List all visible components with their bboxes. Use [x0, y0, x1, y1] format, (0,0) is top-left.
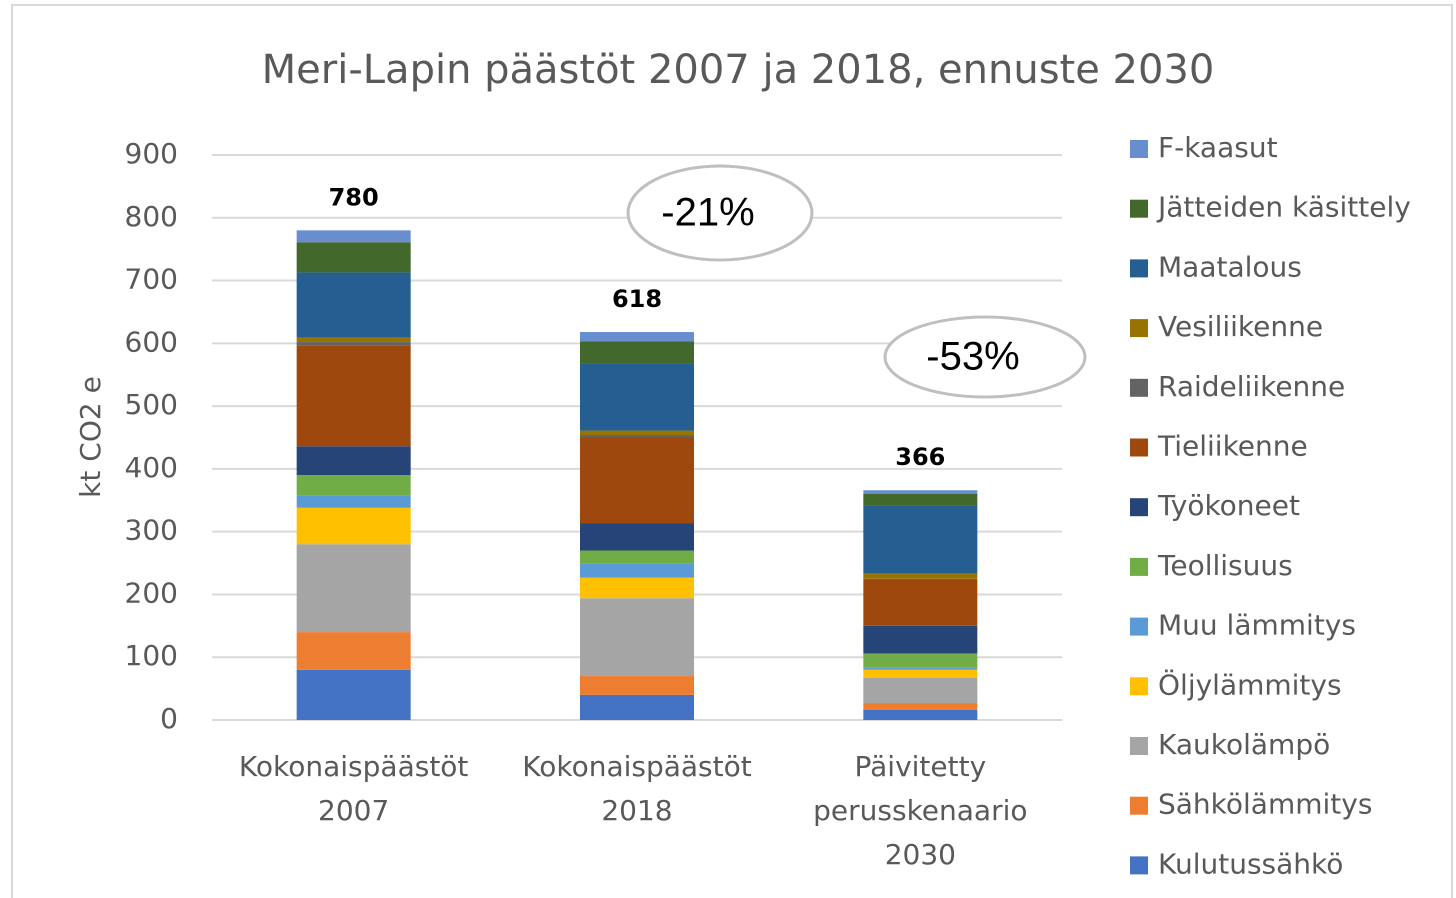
- legend-swatch: [1130, 259, 1148, 278]
- y-tick-label: 0: [160, 702, 178, 735]
- legend-swatch: [1130, 737, 1148, 755]
- bar-segment: [296, 475, 411, 496]
- bar-segment: [863, 677, 978, 704]
- bar-segment: [580, 437, 694, 524]
- legend-swatch: [1130, 378, 1148, 397]
- y-tick-label: 300: [125, 514, 178, 547]
- legend-label: Muu lämmitys: [1158, 609, 1356, 642]
- legend-swatch: [1130, 140, 1148, 158]
- y-tick-label: 500: [125, 388, 178, 421]
- annotation-ellipse: [626, 164, 814, 262]
- bar-segment: [296, 272, 411, 338]
- bar-segment: [296, 242, 411, 273]
- bar-segment: [863, 625, 978, 654]
- y-tick-label: 100: [125, 639, 178, 672]
- bar-segment: [580, 430, 694, 435]
- x-tick-label: 2030: [885, 838, 956, 871]
- legend-swatch: [1130, 498, 1148, 517]
- bar-segment: [863, 505, 978, 574]
- bar-segment: [580, 341, 694, 364]
- x-tick-label: Kokonaispäästöt: [522, 750, 752, 783]
- y-tick-label: 900: [125, 137, 178, 170]
- legend-label: Raideliikenne: [1158, 370, 1345, 403]
- bar-segment: [296, 507, 411, 545]
- bar-segment: [296, 337, 411, 343]
- x-tick-label: 2018: [601, 794, 672, 827]
- bar-segment: [580, 676, 694, 695]
- bar-segment: [863, 494, 978, 506]
- legend-label: Maatalous: [1158, 250, 1302, 283]
- legend-label: Kaukolämpö: [1158, 728, 1330, 761]
- y-tick-label: 800: [125, 200, 178, 233]
- chart-title: Meri-Lapin päästöt 2007 ja 2018, ennuste…: [262, 47, 1215, 93]
- legend-label: Tieliikenne: [1157, 430, 1308, 463]
- legend-swatch: [1130, 856, 1148, 875]
- bar-segment: [580, 577, 694, 599]
- x-tick-label: Kokonaispäästöt: [239, 750, 469, 783]
- bar-segment: [296, 632, 411, 670]
- bar-segment: [580, 363, 694, 431]
- bar-segment: [580, 550, 694, 564]
- legend-label: Kulutussähkö: [1158, 847, 1343, 880]
- bar-segment: [296, 342, 411, 346]
- legend-swatch: [1130, 796, 1148, 815]
- x-tick-label: 2007: [318, 794, 389, 827]
- y-tick-label: 600: [125, 325, 178, 358]
- bar-segment: [863, 653, 978, 668]
- bar-segment: [580, 598, 694, 677]
- legend-swatch: [1130, 617, 1148, 636]
- total-label: 780: [329, 183, 379, 211]
- bar-segment: [863, 578, 978, 581]
- legend-swatch: [1130, 438, 1148, 457]
- x-tick-label: Päivitetty: [855, 750, 987, 783]
- legend-label: Vesiliikenne: [1158, 310, 1323, 343]
- annotation: -21%: [661, 191, 754, 235]
- total-label: 366: [895, 443, 945, 471]
- bar-segment: [296, 544, 411, 633]
- legend-label: Teollisuus: [1157, 549, 1293, 582]
- y-axis-title: kt CO2 e: [74, 376, 107, 498]
- legend-label: Työkoneet: [1157, 489, 1300, 522]
- bar-segment: [580, 332, 694, 342]
- annotation-ellipse: [883, 315, 1087, 399]
- bar-segment: [863, 703, 978, 710]
- legend-swatch: [1130, 199, 1148, 218]
- bar-segment: [863, 490, 978, 494]
- y-tick-label: 200: [125, 576, 178, 609]
- y-tick-label: 700: [125, 263, 178, 296]
- bar-segment: [580, 434, 694, 438]
- y-tick-label: 400: [125, 451, 178, 484]
- legend-swatch: [1130, 319, 1148, 338]
- bar-segment: [580, 523, 694, 551]
- legend-swatch: [1130, 677, 1148, 696]
- bar-segment: [580, 694, 694, 720]
- bar-segment: [863, 667, 978, 670]
- legend-label: Jätteiden käsittely: [1156, 191, 1411, 224]
- bar-segment: [296, 446, 411, 476]
- legend-label: Öljylämmitys: [1158, 667, 1342, 701]
- bar-segment: [863, 669, 978, 678]
- bar-segment: [296, 230, 411, 243]
- legend-label: Sähkölämmitys: [1158, 788, 1372, 821]
- legend-swatch: [1130, 557, 1148, 576]
- legend-label: F-kaasut: [1158, 131, 1278, 164]
- bar-segment: [863, 709, 978, 720]
- bar-segment: [863, 573, 978, 579]
- bar-segment: [863, 580, 978, 626]
- bar-segment: [580, 563, 694, 578]
- annotation: -53%: [926, 335, 1019, 379]
- bar-segment: [296, 495, 411, 508]
- chart-frame: [11, 4, 1453, 898]
- bar-segment: [296, 345, 411, 447]
- total-label: 618: [612, 285, 662, 313]
- bar-segment: [296, 669, 411, 720]
- x-tick-label: perusskenaario: [813, 794, 1027, 827]
